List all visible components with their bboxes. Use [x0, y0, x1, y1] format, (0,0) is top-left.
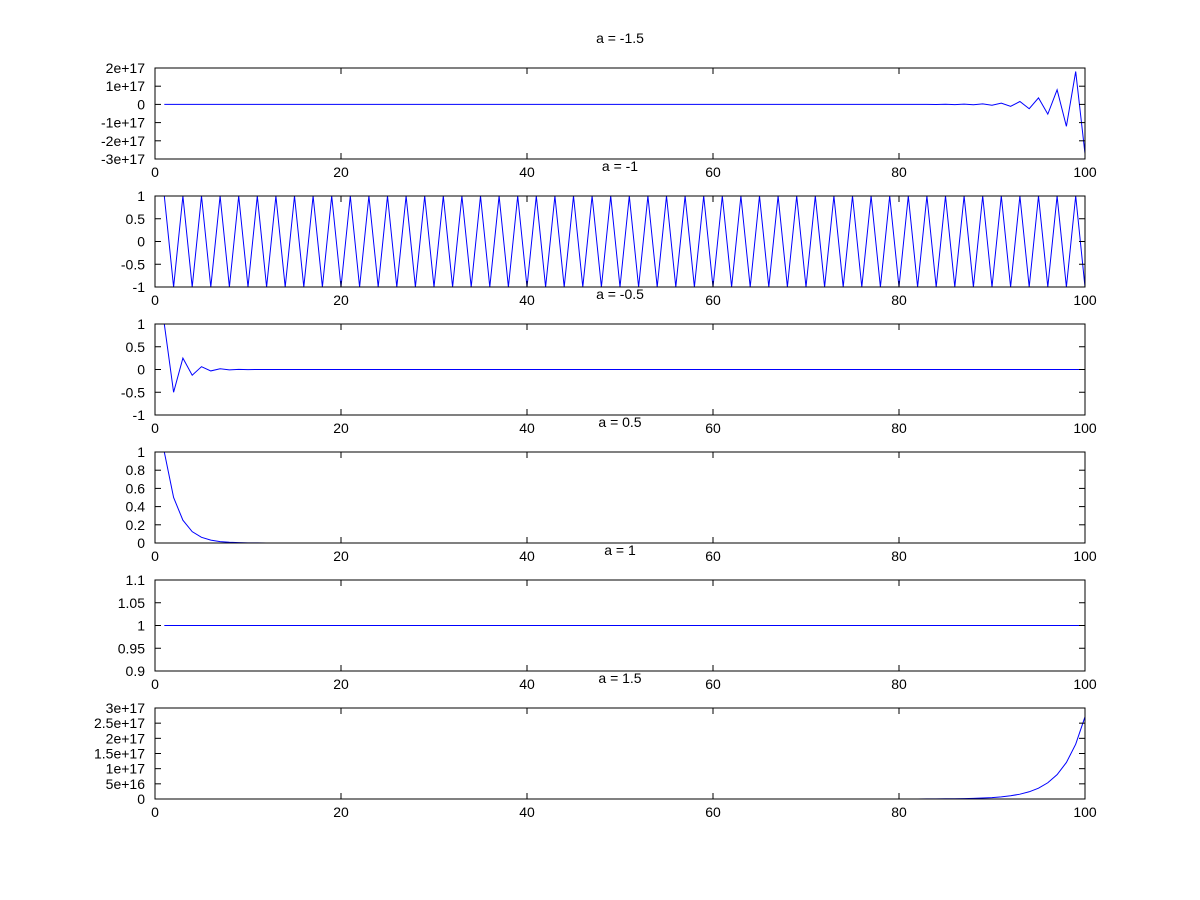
x-tick-label-6-1: 20 [333, 804, 349, 820]
y-tick-label-4-2: 0.4 [126, 499, 146, 515]
x-tick-label-5-1: 20 [333, 676, 349, 692]
x-tick-label-1-2: 40 [519, 164, 535, 180]
y-tick-label-6-6: 3e+17 [106, 700, 146, 716]
x-tick-label-2-1: 20 [333, 292, 349, 308]
y-tick-label-3-1: -0.5 [121, 384, 145, 400]
y-tick-label-5-4: 1.1 [126, 572, 146, 588]
y-tick-label-1-3: 0 [137, 96, 145, 112]
y-tick-label-2-4: 1 [137, 188, 145, 204]
subplot-3: 0 20 40 60 80 100 -1 -0.5 0 0.5 1 a = -0.5 [121, 286, 1097, 436]
x-tick-label-4-0: 0 [151, 548, 159, 564]
series-line-2 [163, 196, 1085, 287]
y-tick-label-2-3: 0.5 [126, 211, 146, 227]
x-tick-label-4-3: 60 [705, 548, 721, 564]
y-tick-label-6-2: 1e+17 [106, 761, 146, 777]
x-tick-label-3-5: 100 [1073, 420, 1097, 436]
subplot-5: 0 20 40 60 80 100 0.9 0.95 1 1.05 1.1 a = 1 [118, 542, 1097, 692]
subplot-1: 0 20 40 60 80 100 -3e+17 -2e+17 -1e+17 0 1e+17 2e+1… [101, 30, 1097, 180]
x-tick-label-2-3: 60 [705, 292, 721, 308]
y-tick-label-1-0: -3e+17 [101, 151, 145, 167]
x-tick-label-6-2: 40 [519, 804, 535, 820]
x-tick-label-2-2: 40 [519, 292, 535, 308]
y-tick-label-2-2: 0 [137, 234, 145, 250]
y-tick-label-1-2: -1e+17 [101, 115, 145, 131]
x-tick-label-5-3: 60 [705, 676, 721, 692]
x-tick-label-4-2: 40 [519, 548, 535, 564]
x-tick-label-5-0: 0 [151, 676, 159, 692]
x-tick-label-3-3: 60 [705, 420, 721, 436]
subplot-2: 0 20 40 60 80 100 -1 -0.5 0 0.5 1 a = -1 [121, 158, 1097, 308]
y-tick-label-1-5: 2e+17 [106, 60, 146, 76]
y-tick-label-5-3: 1.05 [118, 595, 145, 611]
x-tick-label-6-3: 60 [705, 804, 721, 820]
axes-box-1 [154, 67, 1086, 160]
x-tick-label-2-4: 80 [891, 292, 907, 308]
y-tick-label-6-5: 2.5e+17 [94, 715, 145, 731]
x-tick-label-5-4: 80 [891, 676, 907, 692]
y-tick-label-3-0: -1 [133, 407, 146, 423]
x-tick-label-1-5: 100 [1073, 164, 1097, 180]
x-tick-label-5-5: 100 [1073, 676, 1097, 692]
subplot-title-4: a = 0.5 [598, 414, 641, 430]
x-tick-label-1-0: 0 [151, 164, 159, 180]
x-tick-label-3-0: 0 [151, 420, 159, 436]
x-tick-label-1-4: 80 [891, 164, 907, 180]
x-tick-label-1-3: 60 [705, 164, 721, 180]
y-tick-label-1-1: -2e+17 [101, 133, 145, 149]
y-tick-label-5-0: 0.9 [126, 663, 146, 679]
y-tick-label-6-3: 1.5e+17 [94, 746, 145, 762]
x-tick-label-2-0: 0 [151, 292, 159, 308]
x-tick-label-4-4: 80 [891, 548, 907, 564]
y-tick-label-3-3: 0.5 [126, 339, 146, 355]
y-tick-label-3-2: 0 [137, 362, 145, 378]
subplot-6: 0 20 40 60 80 10005e+161e+171.5e+172e+172.5e+… [94, 670, 1097, 820]
subplot-title-2: a = -1 [602, 158, 638, 174]
axes-box-4 [154, 451, 1086, 544]
subplot-title-6: a = 1.5 [598, 670, 641, 686]
y-tick-label-4-0: 0 [137, 535, 145, 551]
y-tick-label-2-1: -0.5 [121, 256, 145, 272]
y-tick-label-2-0: -1 [133, 279, 146, 295]
subplot-title-5: a = 1 [604, 542, 636, 558]
y-tick-label-6-1: 5e+16 [106, 776, 146, 792]
subplot-title-3: a = -0.5 [596, 286, 644, 302]
x-tick-label-6-5: 100 [1073, 804, 1097, 820]
x-tick-label-6-0: 0 [151, 804, 159, 820]
x-tick-label-6-4: 80 [891, 804, 907, 820]
y-tick-label-3-4: 1 [137, 316, 145, 332]
y-tick-label-6-0: 0 [137, 791, 145, 807]
y-tick-label-4-5: 1 [137, 444, 145, 460]
x-tick-label-5-2: 40 [519, 676, 535, 692]
x-tick-label-3-1: 20 [333, 420, 349, 436]
x-tick-label-4-5: 100 [1073, 548, 1097, 564]
y-tick-label-4-1: 0.2 [126, 517, 146, 533]
y-tick-label-6-4: 2e+17 [106, 730, 146, 746]
series-line-1 [164, 71, 1085, 154]
y-tick-label-5-1: 0.95 [118, 640, 145, 656]
subplot-4: 0 20 40 60 80 100 0 0.2 0.4 0.6 0.8 1 a = 0.5 [126, 414, 1097, 564]
x-tick-label-2-5: 100 [1073, 292, 1097, 308]
subplot-title-1: a = -1.5 [596, 30, 644, 46]
x-tick-label-3-4: 80 [891, 420, 907, 436]
x-tick-label-4-1: 20 [333, 548, 349, 564]
x-tick-label-3-2: 40 [519, 420, 535, 436]
series-line-3 [163, 324, 1085, 393]
x-tick-label-1-1: 20 [333, 164, 349, 180]
y-tick-label-4-4: 0.8 [126, 462, 146, 478]
y-tick-label-1-4: 1e+17 [106, 78, 146, 94]
y-tick-label-4-3: 0.6 [126, 480, 146, 496]
y-tick-label-5-2: 1 [137, 618, 145, 634]
